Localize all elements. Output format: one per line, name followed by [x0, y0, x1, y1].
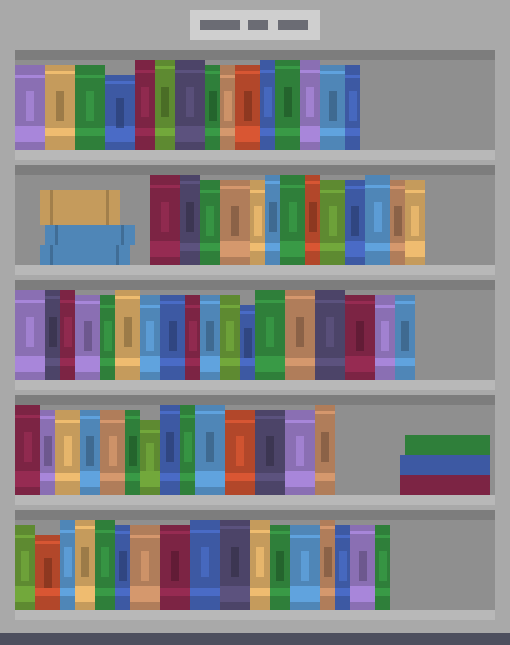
- book-spine[interactable]: [160, 295, 185, 380]
- book-spine[interactable]: [200, 295, 220, 380]
- book-spine[interactable]: [320, 180, 345, 265]
- book-spine[interactable]: [280, 175, 305, 265]
- book-spine[interactable]: [75, 295, 100, 380]
- book-spine[interactable]: [220, 520, 250, 610]
- book-spine[interactable]: [345, 65, 360, 150]
- book-spine[interactable]: [365, 175, 390, 265]
- book-spine[interactable]: [235, 65, 260, 150]
- book-spine[interactable]: [105, 75, 135, 150]
- book-spine[interactable]: [55, 410, 80, 495]
- book-spine[interactable]: [140, 420, 160, 495]
- shelf-4: [15, 395, 495, 500]
- book-spine[interactable]: [335, 525, 350, 610]
- stacked-book[interactable]: [405, 435, 490, 455]
- book-spine[interactable]: [100, 410, 125, 495]
- book-spine[interactable]: [200, 180, 220, 265]
- stacked-book[interactable]: [400, 475, 490, 495]
- book-spine[interactable]: [350, 525, 375, 610]
- book-spine[interactable]: [35, 535, 60, 610]
- book-spine[interactable]: [100, 295, 115, 380]
- book-spine[interactable]: [285, 410, 315, 495]
- book-spine[interactable]: [205, 65, 220, 150]
- book-spine[interactable]: [75, 65, 105, 150]
- shelf-board-3: [15, 380, 495, 390]
- book-spine[interactable]: [160, 405, 180, 495]
- book-spine[interactable]: [15, 405, 40, 495]
- stacked-book[interactable]: [40, 245, 130, 265]
- shelf-5: [15, 510, 495, 615]
- book-spine[interactable]: [265, 175, 280, 265]
- book-spine[interactable]: [180, 405, 195, 495]
- book-spine[interactable]: [375, 525, 390, 610]
- shelf-board-4: [15, 495, 495, 505]
- book-spine[interactable]: [175, 60, 205, 150]
- shelf-2: [15, 165, 495, 270]
- book-spine[interactable]: [195, 405, 225, 495]
- book-spine[interactable]: [40, 410, 55, 495]
- book-spine[interactable]: [290, 525, 320, 610]
- shelf-board-1: [15, 150, 495, 160]
- book-spine[interactable]: [240, 305, 255, 380]
- book-spine[interactable]: [15, 65, 45, 150]
- book-spine[interactable]: [345, 180, 365, 265]
- book-spine[interactable]: [160, 525, 190, 610]
- book-spine[interactable]: [390, 180, 405, 265]
- title-plate: [190, 10, 320, 40]
- book-spine[interactable]: [75, 520, 95, 610]
- title-glyph-2: [248, 20, 268, 30]
- book-spine[interactable]: [220, 180, 250, 265]
- book-spine[interactable]: [155, 60, 175, 150]
- book-spine[interactable]: [395, 295, 415, 380]
- shelf-board-2: [15, 265, 495, 275]
- book-spine[interactable]: [345, 295, 375, 380]
- book-spine[interactable]: [260, 60, 275, 150]
- book-spine[interactable]: [115, 525, 130, 610]
- book-spine[interactable]: [225, 410, 255, 495]
- shelf-board-5: [15, 610, 495, 620]
- book-spine[interactable]: [285, 290, 315, 380]
- book-spine[interactable]: [220, 295, 240, 380]
- book-spine[interactable]: [60, 520, 75, 610]
- floor-strip: [0, 633, 510, 645]
- book-spine[interactable]: [45, 290, 60, 380]
- book-spine[interactable]: [315, 290, 345, 380]
- book-spine[interactable]: [220, 65, 235, 150]
- stacked-book[interactable]: [400, 455, 490, 475]
- book-spine[interactable]: [375, 295, 395, 380]
- book-spine[interactable]: [255, 290, 285, 380]
- book-spine[interactable]: [275, 60, 300, 150]
- book-spine[interactable]: [250, 180, 265, 265]
- title-glyph-3: [278, 20, 308, 30]
- book-spine[interactable]: [15, 525, 35, 610]
- title-glyph-1: [200, 20, 240, 30]
- book-spine[interactable]: [250, 520, 270, 610]
- book-spine[interactable]: [115, 290, 140, 380]
- book-spine[interactable]: [125, 410, 140, 495]
- book-spine[interactable]: [150, 175, 180, 265]
- book-spine[interactable]: [130, 525, 160, 610]
- stacked-book[interactable]: [40, 190, 120, 225]
- book-spine[interactable]: [255, 410, 285, 495]
- book-spine[interactable]: [190, 520, 220, 610]
- book-spine[interactable]: [320, 520, 335, 610]
- book-spine[interactable]: [270, 525, 290, 610]
- shelf-3: [15, 280, 495, 385]
- book-spine[interactable]: [60, 290, 75, 380]
- shelf-1: [15, 50, 495, 155]
- book-spine[interactable]: [300, 60, 320, 150]
- book-spine[interactable]: [135, 60, 155, 150]
- book-spine[interactable]: [95, 520, 115, 610]
- book-spine[interactable]: [320, 65, 345, 150]
- stacked-book[interactable]: [45, 225, 135, 245]
- book-spine[interactable]: [45, 65, 75, 150]
- book-spine[interactable]: [80, 410, 100, 495]
- book-spine[interactable]: [180, 175, 200, 265]
- book-spine[interactable]: [305, 175, 320, 265]
- book-spine[interactable]: [185, 295, 200, 380]
- book-spine[interactable]: [15, 290, 45, 380]
- book-spine[interactable]: [315, 405, 335, 495]
- book-spine[interactable]: [140, 295, 160, 380]
- book-spine[interactable]: [405, 180, 425, 265]
